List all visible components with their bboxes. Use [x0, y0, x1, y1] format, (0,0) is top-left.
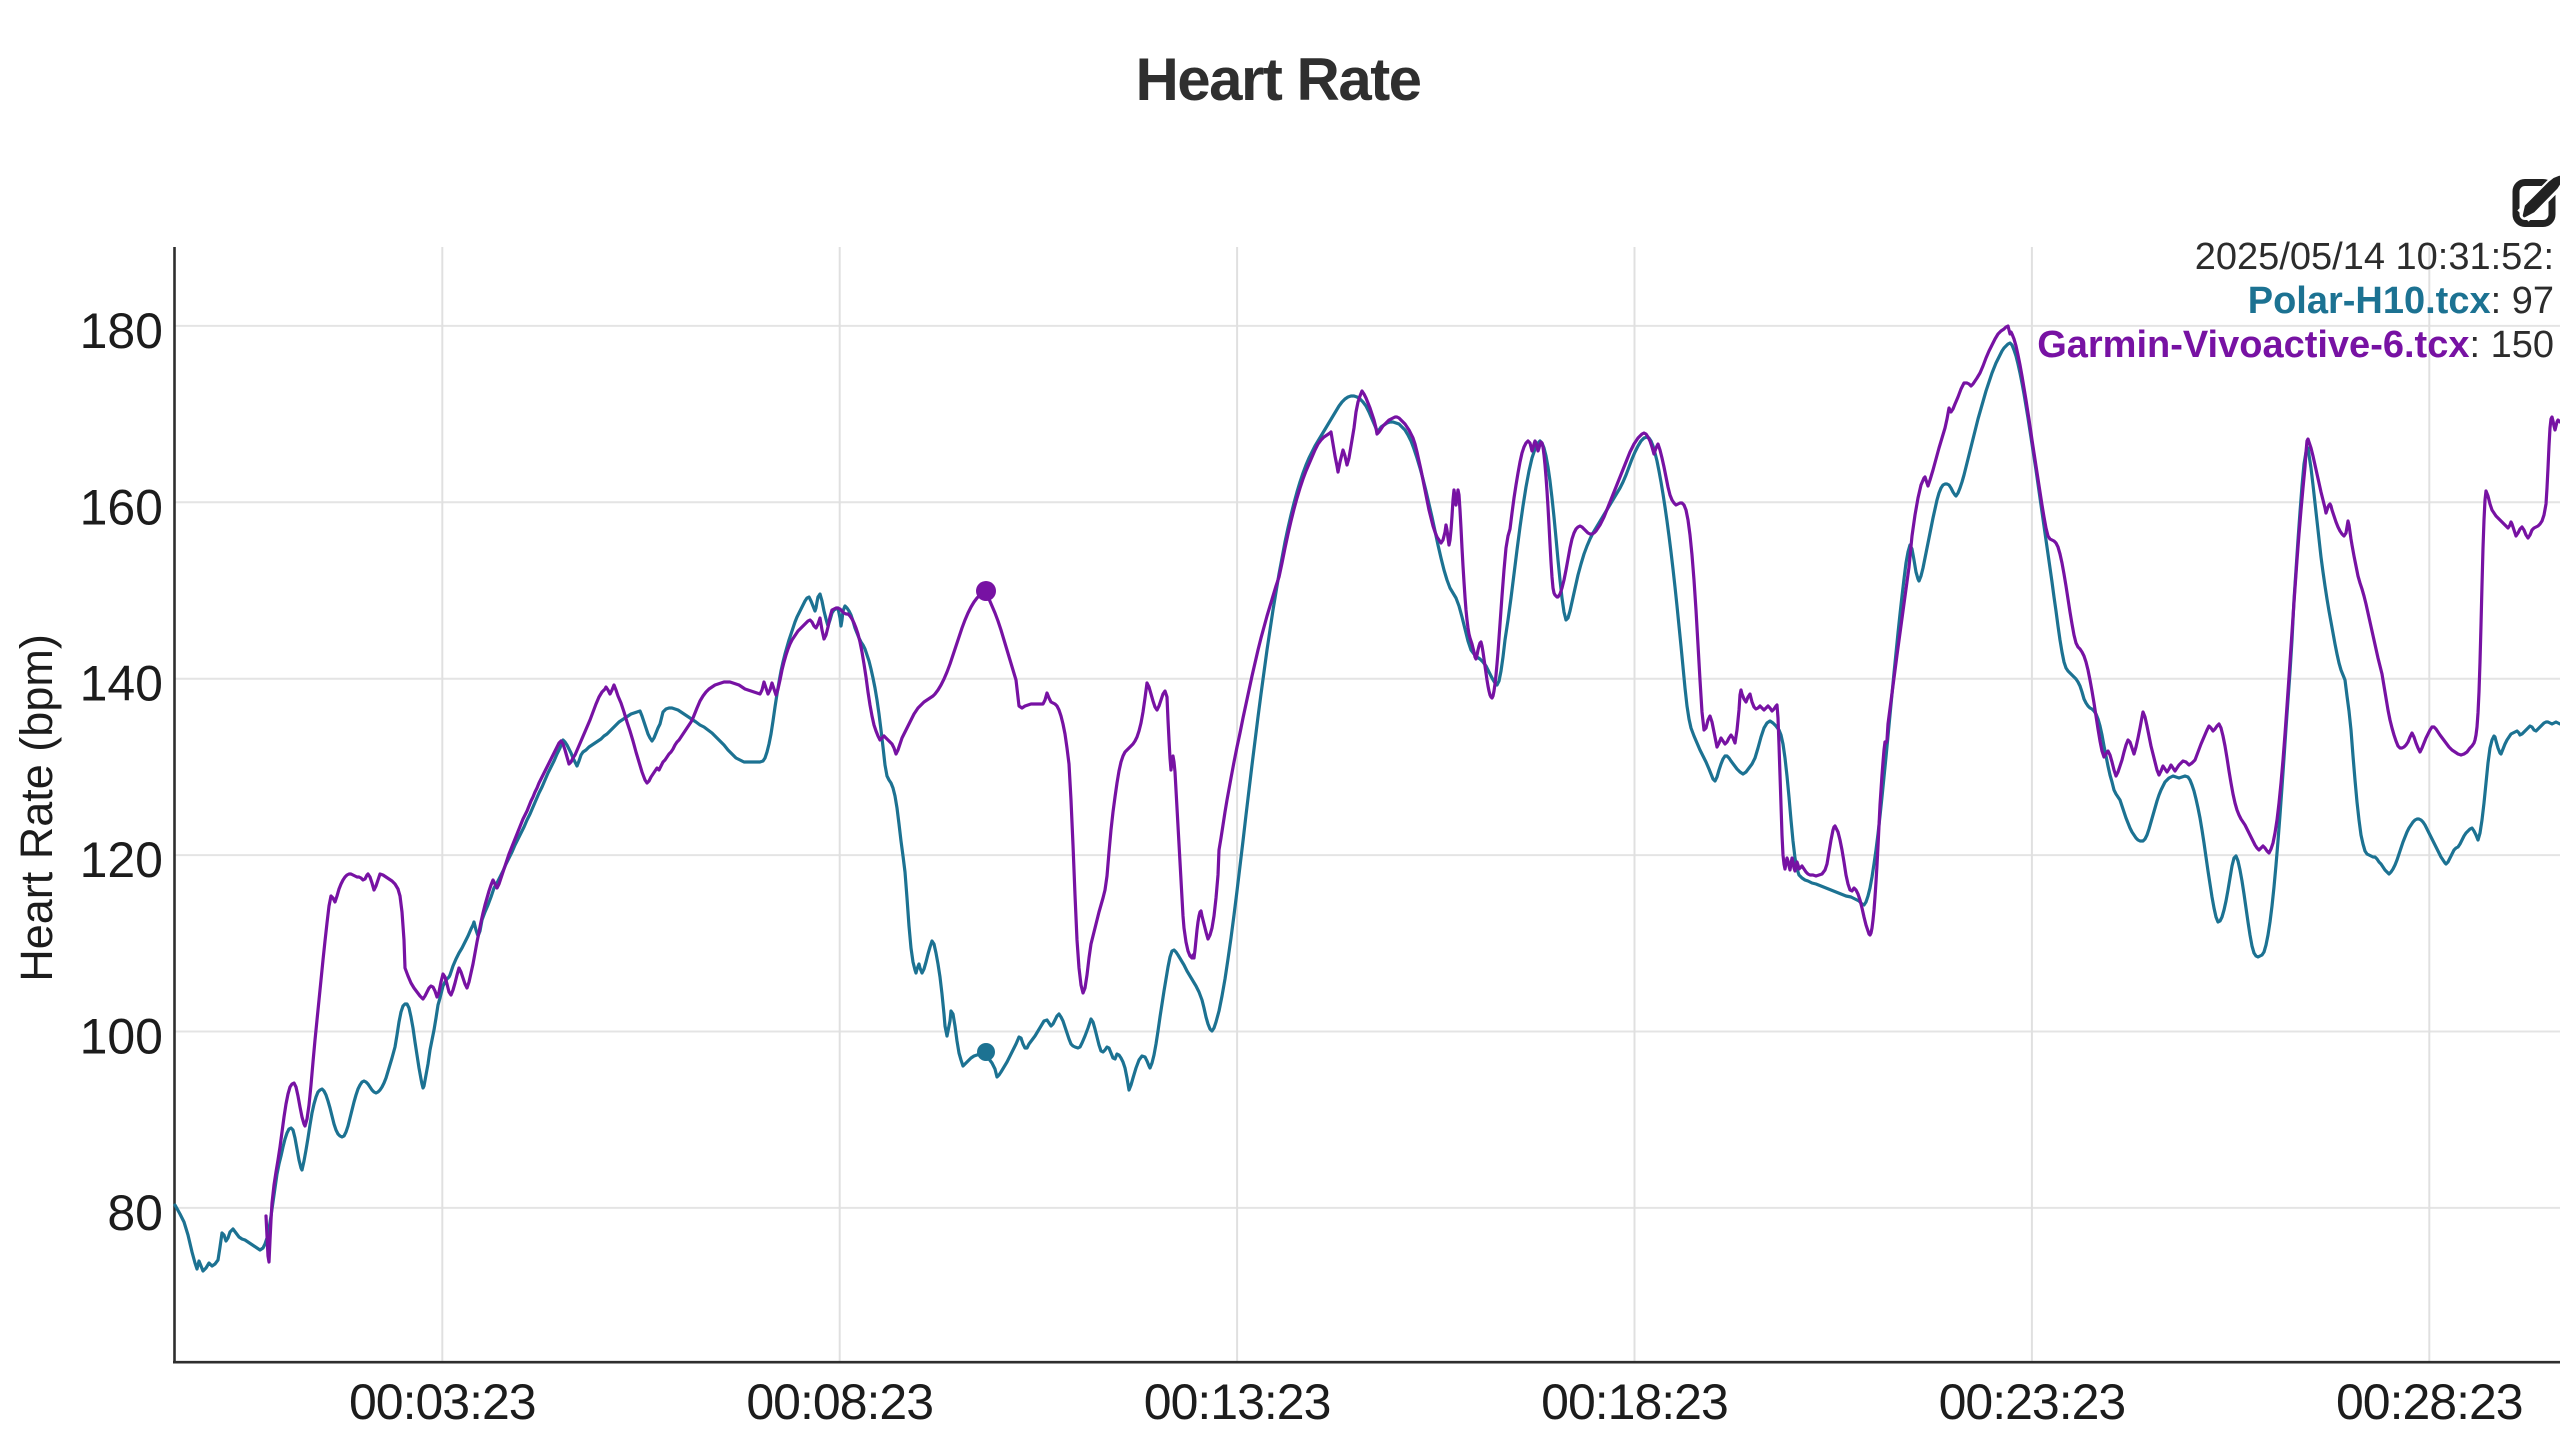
- svg-text:Heart Rate: Heart Rate: [1135, 46, 1420, 113]
- svg-text:100: 100: [80, 1009, 163, 1065]
- svg-text:Garmin-Vivoactive-6.tcx: 150: Garmin-Vivoactive-6.tcx: 150: [2037, 324, 2554, 366]
- svg-text:80: 80: [107, 1185, 163, 1241]
- svg-text:140: 140: [80, 656, 163, 712]
- svg-text:160: 160: [80, 479, 163, 535]
- svg-text:180: 180: [80, 303, 163, 359]
- svg-text:00:13:23: 00:13:23: [1144, 1374, 1331, 1430]
- svg-text:Heart Rate (bpm): Heart Rate (bpm): [11, 634, 62, 982]
- svg-text:2025/05/14 10:31:52:: 2025/05/14 10:31:52:: [2195, 236, 2554, 278]
- svg-text:120: 120: [80, 832, 163, 888]
- svg-text:00:18:23: 00:18:23: [1541, 1374, 1728, 1430]
- svg-text:00:03:23: 00:03:23: [349, 1374, 536, 1430]
- svg-text:Polar-H10.tcx: 97: Polar-H10.tcx: 97: [2248, 280, 2554, 322]
- svg-text:00:08:23: 00:08:23: [746, 1374, 933, 1430]
- svg-text:00:23:23: 00:23:23: [1939, 1374, 2126, 1430]
- svg-text:00:28:23: 00:28:23: [2336, 1374, 2523, 1430]
